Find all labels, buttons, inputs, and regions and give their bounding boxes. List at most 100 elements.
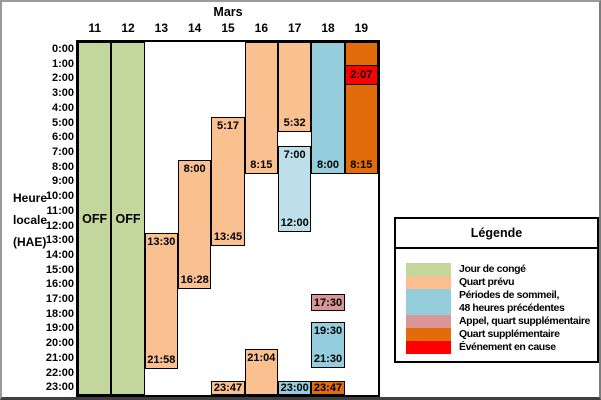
day-header-12: 12 xyxy=(121,21,135,35)
hour-tick-2:00: 2:00 xyxy=(51,72,74,85)
bar-start-time-label: 7:00 xyxy=(283,149,306,162)
legend-item-label: Quart supplémentaire xyxy=(459,328,560,340)
hour-tick-17:00: 17:00 xyxy=(45,293,74,306)
hour-tick-1:00: 1:00 xyxy=(51,57,74,70)
bar-label: 2:07 xyxy=(350,69,373,82)
hour-tick-0:00: 0:00 xyxy=(51,43,74,55)
legend-swatch-event xyxy=(406,341,451,354)
legend-item-label: Jour de congé xyxy=(459,263,526,275)
schedule-bar-planned: 8:00 16:28 xyxy=(178,160,212,290)
hour-tick-10:00: 10:00 xyxy=(45,190,74,203)
hour-tick-16:00: 16:00 xyxy=(45,278,74,291)
schedule-bar-off: OFF xyxy=(78,42,112,395)
bar-end-time-label: 5:32 xyxy=(283,116,306,129)
bar-end-time-label: 8:00 xyxy=(316,159,339,172)
bar-end-time-label: 21:30 xyxy=(313,352,343,365)
day-header-13: 13 xyxy=(154,21,168,35)
bar-start-time-label: 21:04 xyxy=(247,351,276,364)
hour-tick-7:00: 7:00 xyxy=(51,145,74,158)
hour-tick-6:00: 6:00 xyxy=(51,131,74,144)
legend-swatch-planned xyxy=(406,276,451,289)
schedule-bar-event: 2:07 xyxy=(344,64,378,86)
schedule-bar-extra: 8:15 xyxy=(344,42,378,175)
y-axis-label-line2: locale xyxy=(13,213,48,227)
hour-tick-14:00: 14:00 xyxy=(45,248,74,261)
legend-item: Quart supplémentaire xyxy=(406,328,597,341)
hour-tick-4:00: 4:00 xyxy=(51,101,74,114)
legend-swatch-extra xyxy=(406,328,451,341)
hour-tick-12:00: 12:00 xyxy=(45,219,74,232)
hour-tick-20:00: 20:00 xyxy=(45,337,74,350)
day-header-18: 18 xyxy=(321,21,335,35)
bar-end-time-label: 12:00 xyxy=(280,216,309,229)
bar-label: 23:00 xyxy=(280,382,309,394)
bar-end-time-label: 16:28 xyxy=(180,274,209,287)
day-header-14: 14 xyxy=(187,21,202,35)
day-header-16: 16 xyxy=(254,21,268,35)
bar-end-time-label: 13:45 xyxy=(213,230,243,243)
month-axis-title: Mars xyxy=(213,5,243,19)
hour-tick-13:00: 13:00 xyxy=(45,234,74,247)
schedule-bar-planned: 21:04 xyxy=(244,348,278,395)
legend-body: Jour de congé Quart prévu Périodes de somm… xyxy=(396,249,597,354)
plot-area: OFF OFF 13:30 21:58 8:00 16:28 5:17 13:45 23:47 8… xyxy=(76,40,380,397)
hour-tick-15:00: 15:00 xyxy=(45,263,74,276)
legend-item-label: Quart prévu xyxy=(459,276,515,288)
legend-swatch-off xyxy=(406,263,451,276)
legend-swatch-sleep xyxy=(406,289,451,315)
hour-tick-23:00: 23:00 xyxy=(45,381,74,394)
legend: Légende Jour de congé Quart prévu Périodes… xyxy=(394,217,599,363)
y-axis-label-line3: (HAE) xyxy=(13,235,47,249)
bar-label: OFF xyxy=(82,211,108,226)
schedule-bar-planned: 13:30 21:58 xyxy=(144,233,178,370)
hour-tick-18:00: 18:00 xyxy=(45,307,74,320)
hour-tick-8:00: 8:00 xyxy=(51,160,74,173)
legend-item-label: Événement en cause xyxy=(459,341,556,353)
schedule-bar-planned: 8:15 xyxy=(244,42,278,175)
bar-end-time-label: 21:58 xyxy=(147,354,176,367)
legend-title: Légende xyxy=(396,219,597,249)
bar-label: 17:30 xyxy=(313,296,343,309)
bar-label: 23:47 xyxy=(213,382,243,394)
hour-axis: 0:00 1:00 2:00 3:00 4:00 5:00 6:00 7:00 8:00 9:00… xyxy=(20,42,74,395)
hour-tick-19:00: 19:00 xyxy=(45,322,74,335)
bar-start-time-label: 5:17 xyxy=(216,120,239,132)
schedule-bar-call: 17:30 xyxy=(311,294,345,312)
schedule-bar-sleep_light: 7:00 12:00 xyxy=(278,146,312,232)
legend-item: Événement en cause xyxy=(406,341,597,354)
hour-tick-21:00: 21:00 xyxy=(45,351,74,364)
day-header-15: 15 xyxy=(221,21,235,35)
schedule-bar-sleep: 23:00 xyxy=(278,381,312,395)
day-header-19: 19 xyxy=(354,21,368,35)
legend-swatch-call xyxy=(406,315,451,328)
schedule-bar-sleep: 8:00 xyxy=(311,42,345,175)
legend-item: Périodes de sommeil, 48 heures précédent… xyxy=(406,289,597,315)
schedule-bar-planned: 5:32 xyxy=(278,42,312,132)
hour-tick-9:00: 9:00 xyxy=(51,175,74,188)
day-header-17: 17 xyxy=(287,21,302,35)
bar-end-time-label: 8:15 xyxy=(350,159,373,172)
hour-tick-22:00: 22:00 xyxy=(45,366,74,379)
bar-start-time-label: 13:30 xyxy=(147,236,176,249)
hour-tick-3:00: 3:00 xyxy=(51,87,74,100)
legend-item: Quart prévu xyxy=(406,276,597,289)
schedule-bar-planned: 23:47 xyxy=(211,381,245,395)
bar-start-time-label: 8:00 xyxy=(183,163,206,176)
day-header-11: 11 xyxy=(88,21,101,35)
schedule-bar-sleep: 19:30 21:30 xyxy=(311,322,345,368)
hour-tick-11:00: 11:00 xyxy=(46,204,74,217)
legend-item-label: Appel, quart supplémentaire xyxy=(459,315,590,327)
schedule-bar-off: OFF xyxy=(111,42,145,395)
legend-item: Appel, quart supplémentaire xyxy=(406,315,597,328)
bar-start-time-label: 19:30 xyxy=(313,325,343,338)
y-axis-label: Heure locale (HAE) xyxy=(13,187,47,253)
legend-item: Jour de congé xyxy=(406,263,597,276)
bar-end-time-label: 8:15 xyxy=(250,159,273,172)
schedule-bar-planned: 5:17 13:45 xyxy=(211,117,245,246)
day-header-row: 11 12 13 14 15 16 17 18 19 xyxy=(78,21,378,36)
legend-item-label: Périodes de sommeil, 48 heures précédent… xyxy=(459,289,565,314)
bar-label: OFF xyxy=(115,211,141,226)
schedule-bar-extra: 23:47 xyxy=(311,381,345,395)
hour-tick-5:00: 5:00 xyxy=(51,116,74,129)
